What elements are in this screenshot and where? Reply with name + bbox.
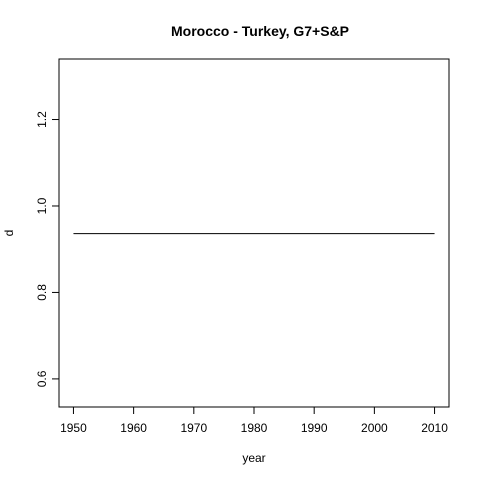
- y-tick-label-0: 0.6: [35, 370, 49, 387]
- chart-title: Morocco - Turkey, G7+S&P: [171, 23, 349, 39]
- y-axis-title: d: [2, 230, 16, 237]
- y-tick-label-1: 0.8: [35, 284, 49, 301]
- y-tick-label-3: 1.2: [35, 111, 49, 128]
- x-tick-label-1950: 1950: [60, 421, 87, 435]
- x-tick-label-2010: 2010: [421, 421, 448, 435]
- x-tick-label-2000: 2000: [361, 421, 388, 435]
- y-tick-label-2: 1.0: [35, 197, 49, 214]
- x-tick-label-1990: 1990: [301, 421, 328, 435]
- x-axis-title: year: [242, 451, 265, 465]
- plot-frame: [58, 58, 450, 408]
- x-axis: 1950 1960 1970 1980 1990 2000 2010: [60, 406, 448, 435]
- x-tick-label-1960: 1960: [120, 421, 147, 435]
- x-tick-label-1980: 1980: [241, 421, 268, 435]
- x-tick-label-1970: 1970: [180, 421, 207, 435]
- y-axis: 0.6 0.8 1.0 1.2: [35, 111, 60, 387]
